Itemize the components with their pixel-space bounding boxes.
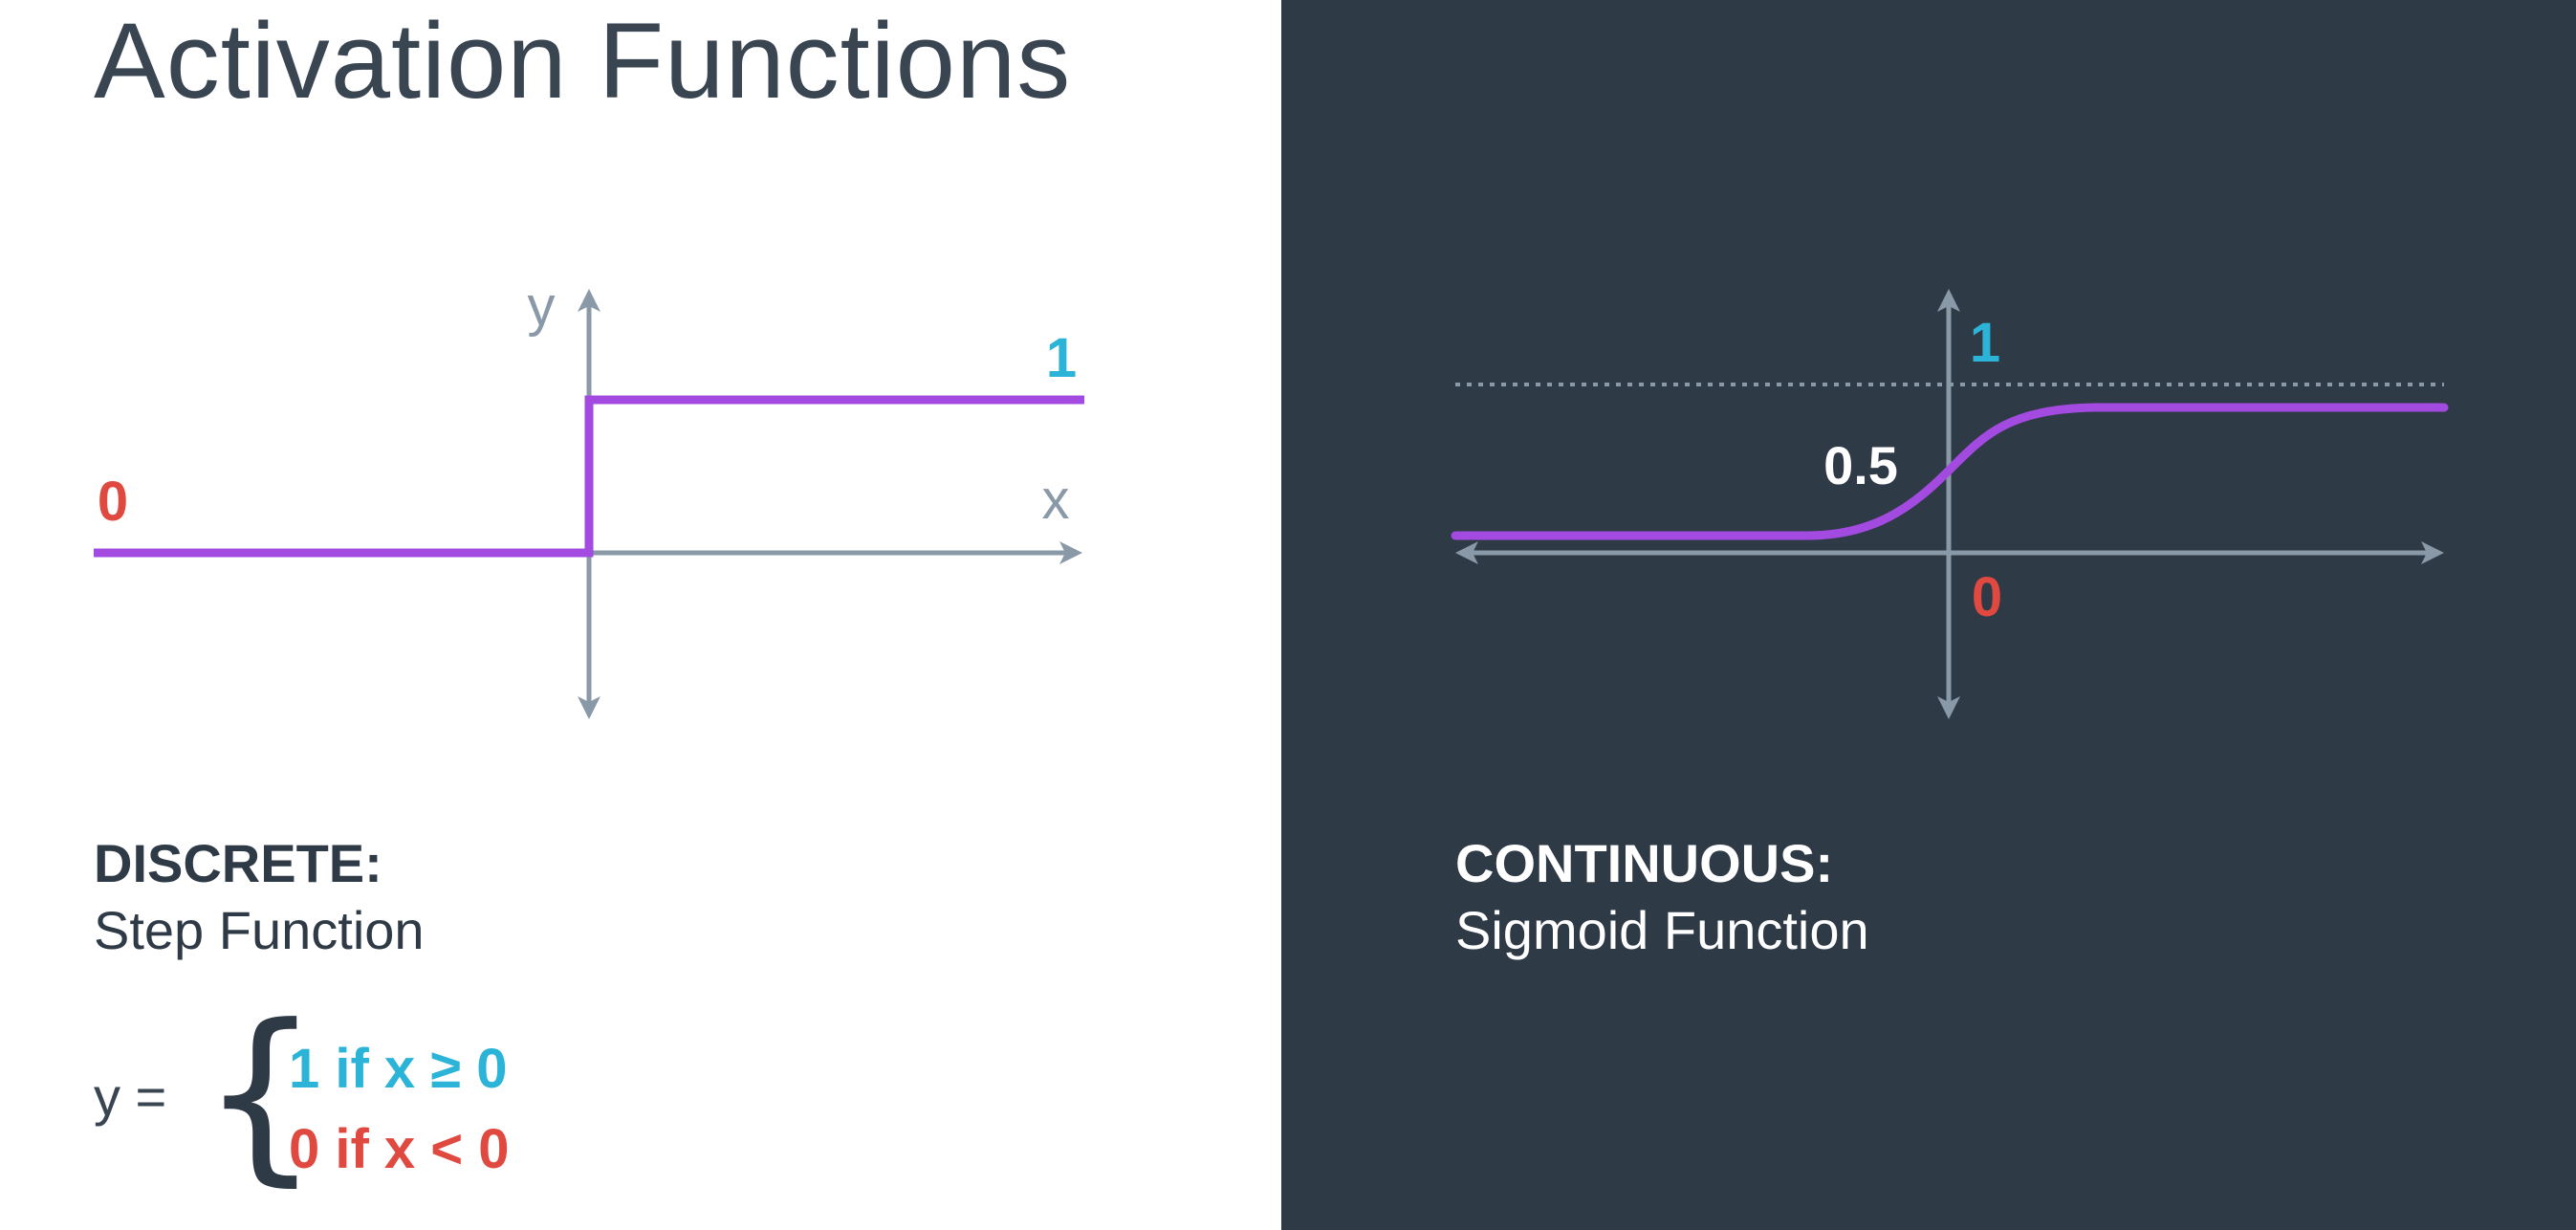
step-low-label: 0 <box>98 471 128 533</box>
step-curve <box>94 395 1084 558</box>
step-axes <box>578 289 1082 719</box>
step-formula: y = { 1 if x ≥ 0 0 if x < 0 <box>94 1000 763 1196</box>
sigmoid-caption: CONTINUOUS: Sigmoid Function <box>1455 830 1869 964</box>
formula-case-2: 0 if x < 0 <box>289 1118 510 1180</box>
formula-case-1: 1 if x ≥ 0 <box>289 1038 508 1100</box>
sigmoid-x-arrow-right <box>2421 541 2444 564</box>
sigmoid-axes <box>1455 289 2444 719</box>
step-x-axis-label: x <box>1042 469 1070 531</box>
step-caption-name: Step Function <box>94 900 425 960</box>
step-caption: DISCRETE: Step Function <box>94 830 425 964</box>
formula-lhs: y = <box>94 1066 167 1127</box>
step-y-axis-label: y <box>528 275 556 338</box>
sigmoid-caption-name: Sigmoid Function <box>1455 900 1869 960</box>
sigmoid-function-plot: 1 0.5 0 <box>1451 289 2449 719</box>
step-y-arrow-up <box>578 289 600 312</box>
step-x-arrow <box>1059 541 1082 564</box>
step-function-plot: y x 1 0 <box>94 275 1084 719</box>
sigmoid-curve <box>1451 403 2449 540</box>
sigmoid-zero-label: 0 <box>1972 566 2002 628</box>
left-panel <box>0 0 1281 1230</box>
step-y-arrow-down <box>578 696 600 719</box>
sigmoid-half-label: 0.5 <box>1823 435 1898 495</box>
slide-title: Activation Functions <box>94 1 1072 121</box>
sigmoid-x-arrow-left <box>1455 541 1478 564</box>
step-caption-kind: DISCRETE: <box>94 833 382 893</box>
sigmoid-y-arrow-down <box>1937 696 1960 719</box>
formula-brace: { <box>201 985 320 1203</box>
sigmoid-caption-kind: CONTINUOUS: <box>1455 833 1834 893</box>
step-high-label: 1 <box>1046 327 1077 389</box>
right-panel <box>1281 0 2576 1230</box>
sigmoid-one-label: 1 <box>1970 312 2000 374</box>
sigmoid-y-arrow-up <box>1937 289 1960 312</box>
